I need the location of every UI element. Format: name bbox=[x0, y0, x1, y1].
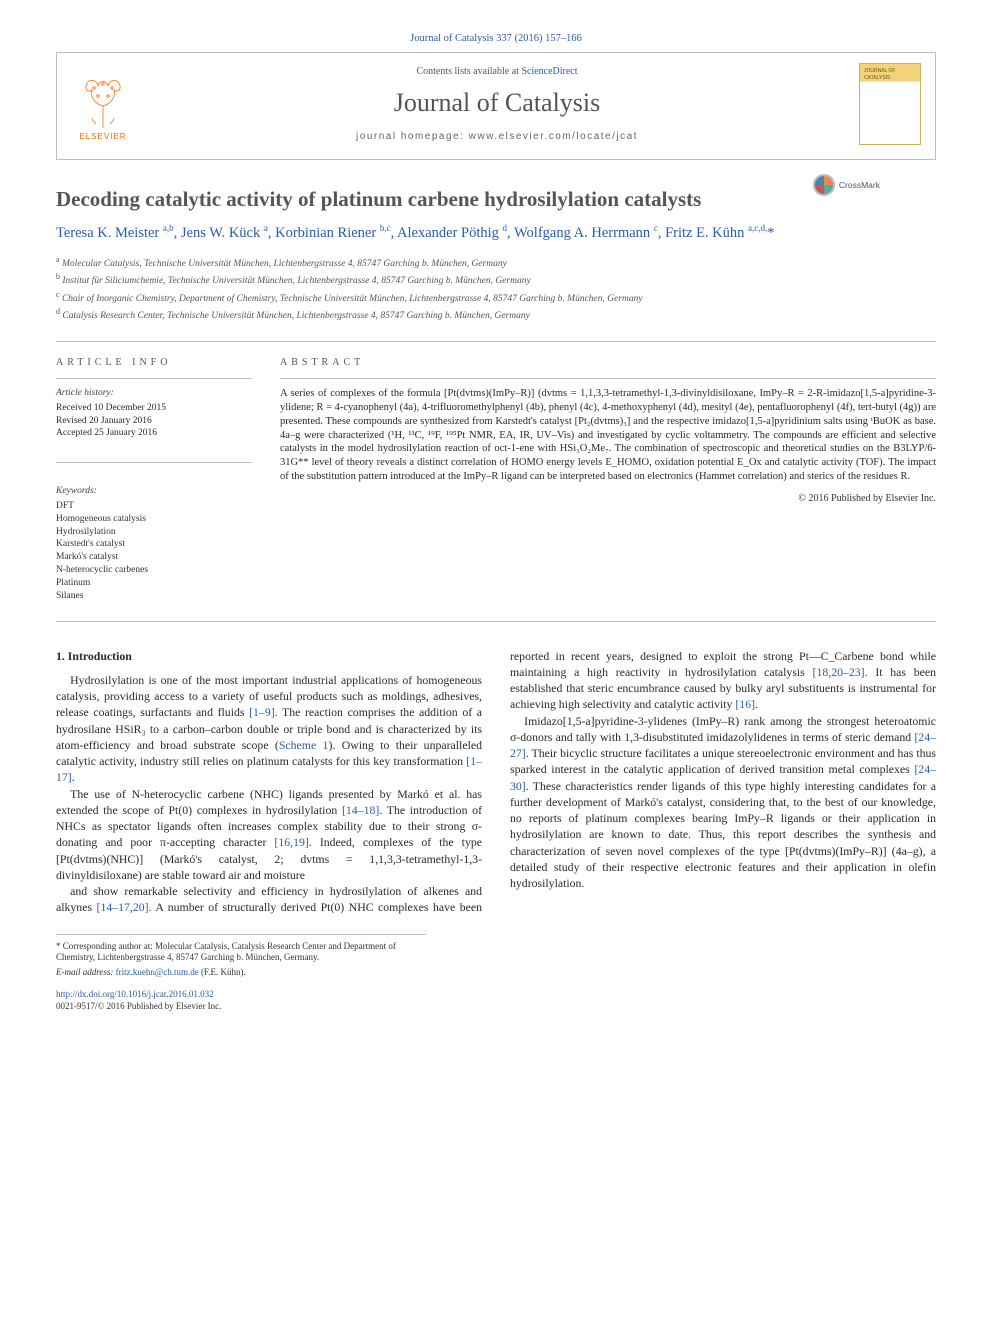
homepage-url[interactable]: www.elsevier.com/locate/jcat bbox=[469, 131, 638, 142]
article-title: Decoding catalytic activity of platinum … bbox=[56, 186, 936, 212]
crossmark-label: CrossMark bbox=[839, 180, 880, 191]
elsevier-wordmark: ELSEVIER bbox=[79, 132, 126, 143]
abstract-heading: ABSTRACT bbox=[280, 356, 936, 370]
article-meta: ARTICLE INFO Article history: Received 1… bbox=[56, 341, 936, 621]
author-list: Teresa K. Meister a,b, Jens W. Kück a, K… bbox=[56, 222, 936, 243]
email-label: E-mail address: bbox=[56, 967, 116, 977]
crossmark-badge[interactable]: CrossMark bbox=[813, 174, 880, 196]
history-label: Article history: bbox=[56, 387, 252, 400]
history-received: Received 10 December 2015 bbox=[56, 402, 252, 415]
keyword: DFT bbox=[56, 500, 252, 513]
history-accepted: Accepted 25 January 2016 bbox=[56, 427, 252, 440]
issn-copyright: 0021-9517/© 2016 Published by Elsevier I… bbox=[56, 1001, 221, 1011]
body-paragraph: Hydrosilylation is one of the most impor… bbox=[56, 672, 482, 786]
corresp-email[interactable]: fritz.kuehn@ch.tum.de bbox=[116, 967, 199, 977]
email-person: (F.E. Kühn). bbox=[199, 967, 246, 977]
article-info-heading: ARTICLE INFO bbox=[56, 356, 252, 370]
sciencedirect-link[interactable]: ScienceDirect bbox=[521, 66, 577, 77]
abstract-copyright: © 2016 Published by Elsevier Inc. bbox=[280, 492, 936, 506]
journal-name: Journal of Catalysis bbox=[147, 85, 847, 120]
abstract-column: ABSTRACT A series of complexes of the fo… bbox=[280, 356, 936, 602]
corresp-text: * Corresponding author at: Molecular Cat… bbox=[56, 941, 426, 964]
section-heading-introduction: 1. Introduction bbox=[56, 648, 482, 664]
keyword: Hydrosilylation bbox=[56, 526, 252, 539]
keyword: Homogeneous catalysis bbox=[56, 513, 252, 526]
elsevier-tree-icon bbox=[78, 76, 128, 130]
corresponding-author-note: * Corresponding author at: Molecular Cat… bbox=[56, 941, 426, 979]
cover-text: JOURNAL OF CATALYSIS bbox=[864, 68, 916, 82]
footer-rule bbox=[56, 934, 426, 935]
contents-prefix: Contents lists available at bbox=[416, 66, 521, 77]
journal-cover-thumbnail: JOURNAL OF CATALYSIS bbox=[859, 63, 921, 145]
abstract-text: A series of complexes of the formula [Pt… bbox=[280, 387, 936, 484]
affiliations: a Molecular Catalysis, Technische Univer… bbox=[56, 254, 936, 324]
contents-lists-line: Contents lists available at ScienceDirec… bbox=[147, 65, 847, 79]
keyword: Silanes bbox=[56, 590, 252, 603]
affiliation-d: d Catalysis Research Center, Technische … bbox=[56, 306, 936, 323]
doi-block: http://dx.doi.org/10.1016/j.jcat.2016.01… bbox=[56, 989, 936, 1012]
article-body: 1. Introduction Hydrosilylation is one o… bbox=[56, 648, 936, 916]
keyword: Karstedt's catalyst bbox=[56, 538, 252, 551]
keyword: Platinum bbox=[56, 577, 252, 590]
body-paragraph: The use of N-heterocyclic carbene (NHC) … bbox=[56, 786, 482, 884]
keyword: Markó's catalyst bbox=[56, 551, 252, 564]
article-info-column: ARTICLE INFO Article history: Received 1… bbox=[56, 356, 252, 602]
keyword: N-heterocyclic carbenes bbox=[56, 564, 252, 577]
keywords-label: Keywords: bbox=[56, 485, 252, 498]
homepage-prefix: journal homepage: bbox=[356, 131, 469, 142]
affiliation-a: a Molecular Catalysis, Technische Univer… bbox=[56, 254, 936, 271]
elsevier-logo: ELSEVIER bbox=[71, 65, 135, 143]
journal-header: ELSEVIER Contents lists available at Sci… bbox=[56, 52, 936, 160]
journal-citation: Journal of Catalysis 337 (2016) 157–166 bbox=[56, 32, 936, 46]
keywords-list: DFT Homogeneous catalysis Hydrosilylatio… bbox=[56, 500, 252, 603]
journal-homepage-line: journal homepage: www.elsevier.com/locat… bbox=[147, 130, 847, 144]
history-revised: Revised 20 January 2016 bbox=[56, 415, 252, 428]
doi-link[interactable]: http://dx.doi.org/10.1016/j.jcat.2016.01… bbox=[56, 989, 214, 999]
affiliation-b: b Institut für Siliciumchemie, Technisch… bbox=[56, 271, 936, 288]
crossmark-icon bbox=[813, 174, 835, 196]
affiliation-c: c Chair of Inorganic Chemistry, Departme… bbox=[56, 289, 936, 306]
body-paragraph: Imidazo[1,5-a]pyridine-3-ylidenes (ImPy–… bbox=[510, 713, 936, 892]
header-center: Contents lists available at ScienceDirec… bbox=[147, 65, 847, 143]
